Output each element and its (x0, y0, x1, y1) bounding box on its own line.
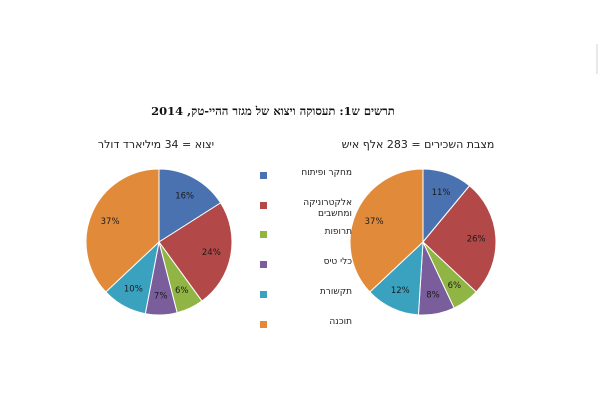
pie-exports-title: יצוא = 34 מיליארד דולר (97, 138, 215, 151)
pie-employees-data-label: 12% (391, 286, 410, 296)
chart-figure: תרשים ש1: תעסוקה ויצוא של מגזר ההיי-טק, … (14, 94, 532, 348)
pie-exports-data-label: 24% (202, 248, 221, 258)
pie-employees-slice (349, 168, 424, 293)
edge-mark (596, 44, 598, 74)
pie-charts: 16% 24% 6% 7% 10% 37% 11% 26% 6% 8% 12% 37% (85, 168, 497, 316)
pie-exports-data-label: 6% (175, 286, 189, 296)
legend-swatch (260, 172, 267, 179)
pie-exports-slice (85, 168, 160, 293)
legend-label: תרופות (324, 227, 352, 237)
legend-swatch (260, 202, 267, 209)
legend-label: תקשורת (319, 287, 352, 297)
pie-employees-title: מצבת השכירים = 283 אלף איש (341, 138, 495, 151)
legend-swatch (260, 231, 267, 238)
pie-exports-data-label: 10% (124, 285, 143, 295)
legend-label: מחקר ופיתוח (301, 168, 352, 178)
pie-employees-slice (422, 185, 497, 293)
pie-employees-data-label: 6% (448, 281, 462, 291)
legend-label: אלקטרוניקה ומחשבים (303, 198, 352, 219)
pie-exports-slice (158, 168, 222, 243)
legend-swatch (260, 291, 267, 298)
pie-employees-data-label: 37% (365, 217, 384, 227)
legend-label: כלי טיס (323, 257, 352, 267)
legend-item-software: תוכנה (260, 317, 352, 337)
pie-exports-data-label: 16% (175, 191, 194, 201)
pie-exports-data-label: 7% (154, 291, 168, 301)
legend-swatch (260, 321, 267, 328)
legend-item-pharma: תרופות (260, 227, 352, 247)
pie-employees-data-label: 8% (426, 290, 440, 300)
pie-exports-slice (158, 202, 233, 302)
chart-title: תרשים ש1: תעסוקה ויצוא של מגזר ההיי-טק, … (151, 104, 395, 118)
pie-exports-data-label: 37% (101, 217, 120, 227)
pie-employees-data-label: 11% (432, 188, 451, 198)
legend-item-communications: תקשורת (260, 287, 352, 307)
legend-swatch (260, 261, 267, 268)
legend-item-electronics: אלקטרוניקה ומחשבים (260, 198, 352, 219)
pie-employees-data-label: 26% (467, 235, 486, 245)
legend-item-aircraft: כלי טיס (260, 257, 352, 277)
legend-label: תוכנה (329, 317, 352, 327)
legend-item-research: מחקר ופיתוח (260, 168, 352, 188)
